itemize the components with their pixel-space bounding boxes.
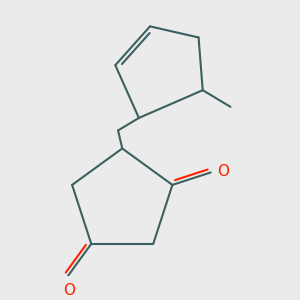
Text: O: O: [217, 164, 229, 178]
Text: O: O: [63, 283, 75, 298]
